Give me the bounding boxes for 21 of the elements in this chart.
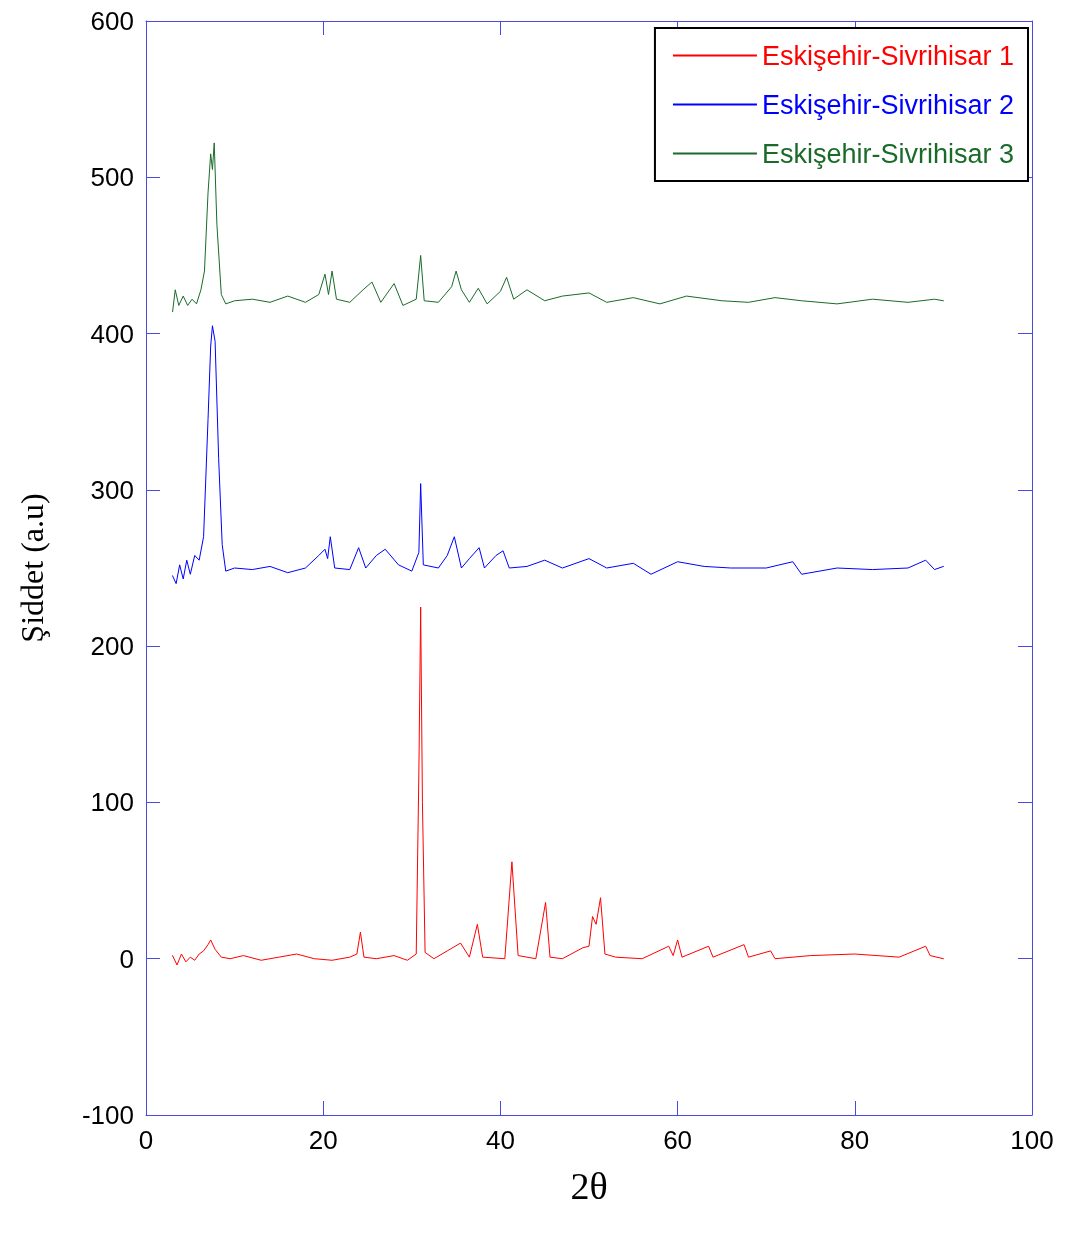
x-tick-label: 0	[138, 1125, 154, 1155]
x-tick-label: 80	[840, 1125, 870, 1155]
y-tick-label: 200	[90, 631, 134, 662]
legend-label: Eskişehir-Sivrihisar 3	[761, 138, 1015, 169]
y-tick-label: 300	[90, 474, 134, 505]
y-tick-label: 400	[90, 318, 134, 349]
x-tick-label: 40	[485, 1125, 515, 1155]
line-series	[172, 606, 944, 966]
x-tick-label: 20	[308, 1125, 338, 1155]
y-tick-label: 100	[90, 787, 134, 818]
y-tick-label: 600	[90, 6, 134, 36]
x-axis-title: 2θ	[570, 1165, 608, 1207]
legend-label: Eskişehir-Sivrihisar 1	[761, 40, 1015, 71]
legend-label: Eskişehir-Sivrihisar 2	[761, 89, 1015, 120]
x-tick-label: 100	[1010, 1125, 1054, 1155]
y-tick-label: -100	[81, 1100, 134, 1130]
y-tick-label: 0	[119, 943, 134, 974]
x-tick-label: 60	[663, 1125, 693, 1155]
y-tick-label: 500	[90, 162, 134, 193]
line-series	[172, 325, 944, 585]
y-axis-title: Şiddet (a.u)	[14, 493, 50, 643]
